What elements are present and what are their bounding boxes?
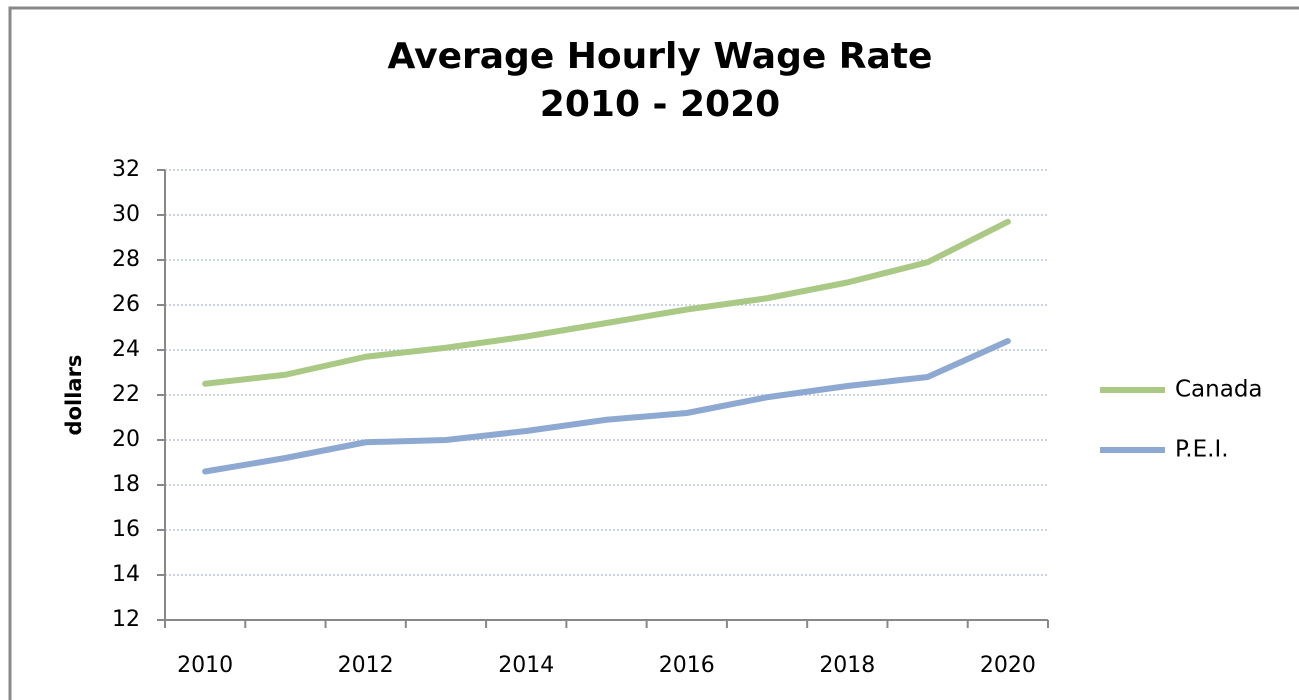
series-line: [202, 338, 1011, 475]
y-tick-label: 16: [112, 517, 140, 542]
y-tick-label: 12: [112, 607, 140, 632]
legend-label: P.E.I.: [1175, 437, 1229, 463]
series-line: [202, 218, 1011, 387]
x-tick-label: 2012: [338, 653, 394, 678]
y-tick-label: 28: [112, 247, 140, 272]
legend-label: Canada: [1175, 377, 1263, 403]
y-axis-label: dollars: [62, 355, 86, 436]
chart-title: 2010 - 2020: [540, 84, 780, 125]
x-tick-label: 2016: [659, 653, 715, 678]
chart-title: Average Hourly Wage Rate: [388, 36, 933, 77]
y-tick-label: 20: [112, 427, 140, 452]
x-tick-label: 2010: [177, 653, 233, 678]
y-tick-label: 32: [112, 157, 140, 182]
y-tick-label: 30: [112, 202, 140, 227]
y-tick-label: 26: [112, 292, 140, 317]
y-tick-label: 14: [112, 562, 140, 587]
y-tick-label: 24: [112, 337, 140, 362]
y-tick-label: 18: [112, 472, 140, 497]
x-tick-label: 2014: [498, 653, 554, 678]
y-tick-label: 22: [112, 382, 140, 407]
x-tick-label: 2020: [980, 653, 1036, 678]
x-tick-label: 2018: [819, 653, 875, 678]
frame: [8, 6, 1299, 700]
